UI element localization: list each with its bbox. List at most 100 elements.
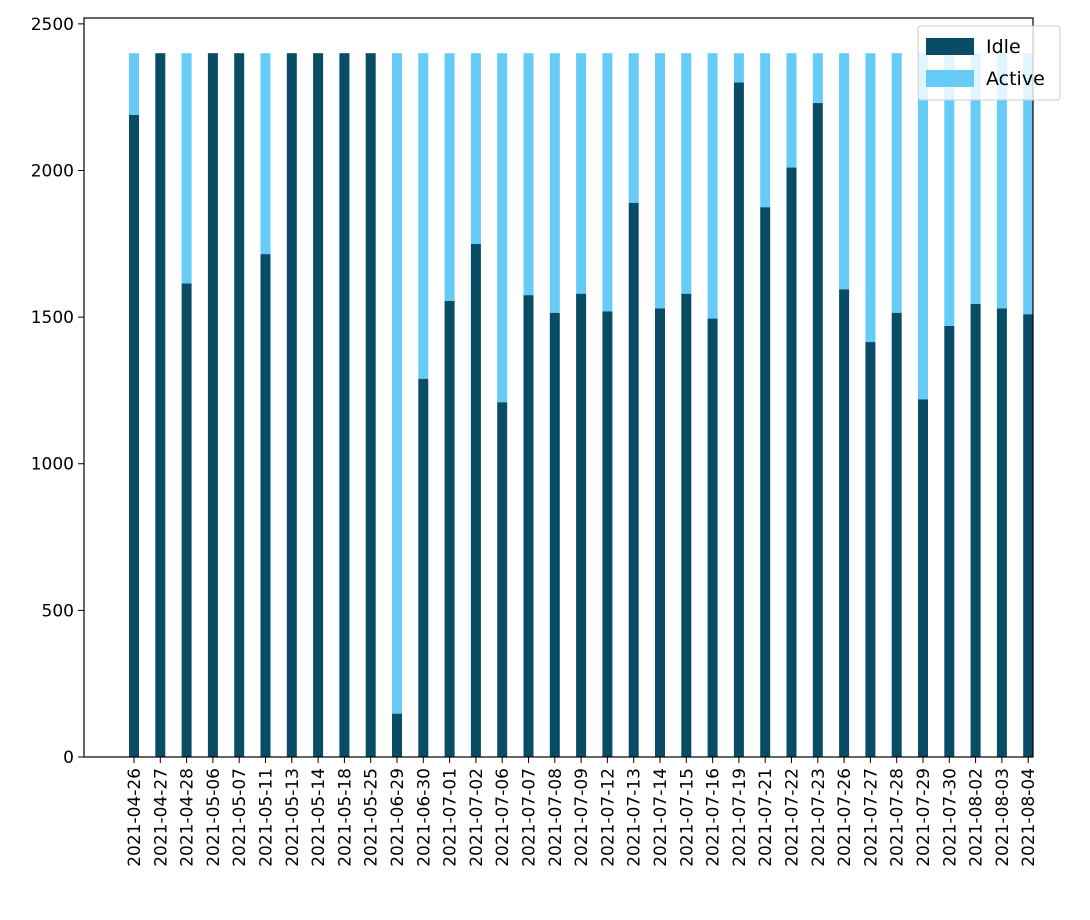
bar-idle-2021-05-07	[234, 53, 245, 757]
bar-idle-2021-07-27	[865, 342, 876, 757]
x-tick-label-2021-05-11: 2021-05-11	[257, 768, 277, 867]
bar-idle-2021-07-23	[812, 103, 823, 758]
bar-idle-2021-07-29	[918, 399, 928, 757]
x-tick-label-2021-06-30: 2021-06-30	[414, 768, 434, 867]
bar-active-2021-08-03	[996, 53, 1007, 309]
x-tick-label-2021-08-03: 2021-08-03	[993, 768, 1013, 867]
bar-idle-2021-05-11	[260, 254, 271, 757]
x-tick-label-2021-07-06: 2021-07-06	[493, 768, 513, 867]
bar-idle-2021-05-25	[365, 53, 376, 757]
bar-active-2021-07-19	[733, 53, 744, 83]
x-tick-label-2021-07-30: 2021-07-30	[940, 768, 960, 867]
x-tick-label-2021-07-27: 2021-07-27	[861, 768, 881, 867]
x-tick-label-2021-08-04: 2021-08-04	[1019, 768, 1039, 867]
bar-active-2021-06-29	[392, 53, 402, 714]
bar-active-2021-04-26	[129, 53, 139, 115]
bar-active-2021-07-07	[523, 53, 534, 296]
x-tick-label-2021-07-02: 2021-07-02	[467, 768, 487, 867]
bar-idle-2021-07-07	[523, 295, 534, 757]
bar-active-2021-07-14	[655, 53, 665, 309]
bar-idle-2021-07-21	[760, 207, 771, 757]
x-tick-label-2021-07-23: 2021-07-23	[809, 768, 829, 867]
bar-idle-2021-07-12	[602, 311, 613, 757]
x-tick-label-2021-07-16: 2021-07-16	[704, 768, 724, 867]
bar-idle-2021-06-29	[392, 713, 402, 757]
y-tick-label-2500: 2500	[31, 15, 74, 35]
bar-idle-2021-07-28	[891, 312, 902, 757]
bar-active-2021-07-30	[944, 53, 955, 326]
bar-idle-2021-07-16	[707, 318, 718, 757]
bar-active-2021-07-06	[497, 53, 508, 403]
bar-active-2021-07-02	[470, 53, 481, 244]
bar-idle-2021-07-06	[497, 402, 508, 757]
bar-idle-2021-08-03	[996, 308, 1007, 757]
bar-idle-2021-05-18	[339, 53, 350, 757]
bar-idle-2021-04-26	[129, 114, 139, 758]
x-tick-label-2021-07-28: 2021-07-28	[888, 768, 908, 867]
x-tick-label-2021-07-21: 2021-07-21	[756, 768, 776, 867]
bar-idle-2021-07-26	[839, 289, 850, 757]
bar-active-2021-04-28	[181, 53, 192, 284]
bar-active-2021-07-23	[812, 53, 823, 104]
legend-swatch-idle	[926, 38, 974, 55]
x-tick-label-2021-05-13: 2021-05-13	[283, 768, 303, 867]
bar-idle-2021-07-30	[944, 325, 955, 757]
bar-active-2021-07-13	[628, 53, 639, 203]
bar-idle-2021-04-28	[181, 283, 192, 757]
legend-swatch-active	[926, 70, 974, 87]
y-tick-label-2000: 2000	[31, 161, 74, 181]
x-tick-label-2021-07-13: 2021-07-13	[625, 768, 645, 867]
bar-active-2021-07-16	[707, 53, 718, 319]
x-tick-label-2021-05-14: 2021-05-14	[309, 768, 329, 867]
x-tick-label-2021-05-06: 2021-05-06	[204, 768, 224, 867]
bar-active-2021-07-27	[865, 53, 876, 343]
bar-active-2021-07-12	[602, 53, 613, 312]
bar-active-2021-07-01	[444, 53, 455, 301]
bar-active-2021-07-21	[760, 53, 771, 208]
bar-idle-2021-06-30	[418, 378, 429, 757]
x-tick-label-2021-05-25: 2021-05-25	[362, 768, 382, 867]
x-tick-label-2021-07-15: 2021-07-15	[677, 768, 697, 867]
bar-idle-2021-08-04	[1023, 314, 1034, 757]
bar-idle-2021-07-22	[786, 167, 797, 758]
x-tick-label-2021-07-08: 2021-07-08	[546, 768, 566, 867]
bar-active-2021-07-26	[839, 53, 850, 290]
bar-active-2021-07-22	[786, 53, 797, 168]
x-tick-label-2021-08-02: 2021-08-02	[967, 768, 987, 867]
y-tick-label-1000: 1000	[31, 455, 74, 475]
bar-idle-2021-07-09	[576, 293, 587, 757]
x-tick-label-2021-05-07: 2021-05-07	[230, 768, 250, 867]
bar-idle-2021-08-02	[970, 303, 981, 757]
legend-label-active: Active	[986, 68, 1045, 90]
x-tick-label-2021-04-28: 2021-04-28	[178, 768, 198, 867]
x-tick-label-2021-04-26: 2021-04-26	[125, 768, 145, 867]
bar-active-2021-07-09	[576, 53, 587, 294]
bar-active-2021-06-30	[418, 53, 429, 379]
bar-idle-2021-07-02	[470, 243, 481, 758]
y-tick-label-500: 500	[42, 601, 74, 621]
bar-active-2021-07-29	[918, 53, 928, 400]
bar-idle-2021-07-14	[655, 308, 665, 757]
bar-idle-2021-05-14	[313, 53, 324, 757]
x-tick-label-2021-07-26: 2021-07-26	[835, 768, 855, 867]
x-tick-label-2021-07-14: 2021-07-14	[651, 768, 671, 867]
bar-idle-2021-07-15	[681, 293, 692, 757]
bar-idle-2021-07-01	[444, 300, 455, 757]
x-tick-label-2021-07-19: 2021-07-19	[730, 768, 750, 867]
y-tick-label-0: 0	[63, 748, 74, 768]
x-tick-label-2021-05-18: 2021-05-18	[335, 768, 355, 867]
legend-label-idle: Idle	[986, 36, 1021, 58]
bar-idle-2021-07-19	[733, 82, 744, 758]
x-tick-label-2021-07-09: 2021-07-09	[572, 768, 592, 867]
plot-frame	[83, 17, 1034, 758]
x-tick-label-2021-07-22: 2021-07-22	[783, 768, 803, 867]
x-tick-label-2021-04-27: 2021-04-27	[151, 768, 171, 867]
x-tick-label-2021-07-01: 2021-07-01	[441, 768, 461, 867]
bar-idle-2021-07-08	[549, 312, 560, 757]
bar-active-2021-08-02	[970, 53, 981, 304]
x-tick-label-2021-07-07: 2021-07-07	[520, 768, 540, 867]
bar-active-2021-07-28	[891, 53, 902, 313]
y-tick-label-1500: 1500	[31, 308, 74, 328]
